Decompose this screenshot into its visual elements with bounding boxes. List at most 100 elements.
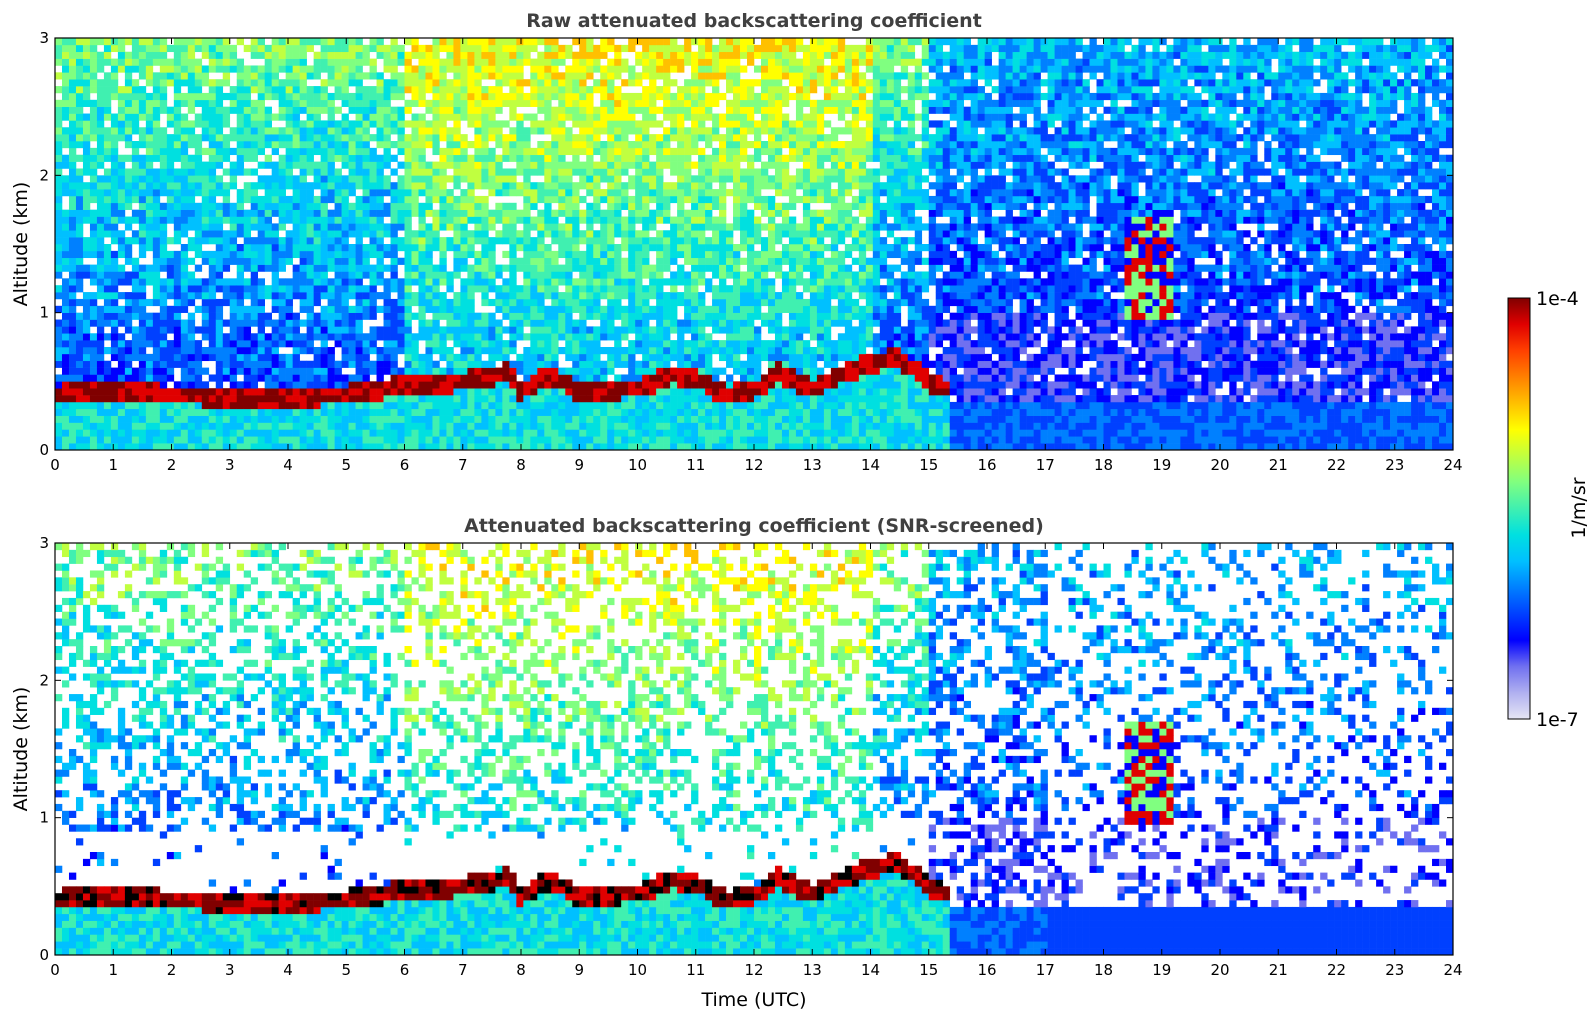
heatmap-cell xyxy=(425,285,433,293)
heatmap-cell xyxy=(390,92,398,101)
heatmap-cell xyxy=(495,44,503,53)
heatmap-cell xyxy=(565,202,573,210)
heatmap-cell xyxy=(124,92,133,101)
heatmap-cell xyxy=(82,127,91,135)
heatmap-cell xyxy=(551,422,559,430)
heatmap-cell xyxy=(670,374,678,382)
heatmap-cell xyxy=(565,182,573,190)
heatmap-cell xyxy=(593,175,601,183)
heatmap-cell xyxy=(404,271,412,279)
heatmap-cell xyxy=(390,244,398,252)
heatmap-cell xyxy=(362,395,370,403)
heatmap-cell xyxy=(474,360,482,368)
heatmap-cell xyxy=(481,415,489,423)
heatmap-cell xyxy=(558,237,566,245)
heatmap-cell xyxy=(194,264,203,272)
heatmap-cell xyxy=(600,72,608,80)
heatmap-cell xyxy=(677,99,685,107)
heatmap-cell xyxy=(558,436,566,444)
heatmap-cell xyxy=(278,381,286,389)
heatmap-cell xyxy=(446,381,454,389)
heatmap-cell xyxy=(586,422,594,430)
heatmap-cell xyxy=(187,415,196,423)
heatmap-cell xyxy=(677,182,685,190)
heatmap-cell xyxy=(600,175,608,183)
heatmap-cell xyxy=(593,51,601,59)
heatmap-cell xyxy=(586,113,594,121)
heatmap-cell xyxy=(278,141,286,149)
heatmap-cell xyxy=(551,333,559,341)
heatmap-cell xyxy=(327,99,335,107)
heatmap-cell xyxy=(194,278,203,286)
heatmap-cell xyxy=(138,189,147,197)
heatmap-cell xyxy=(236,209,245,217)
heatmap-cell xyxy=(285,374,293,382)
heatmap-cell xyxy=(173,134,182,142)
heatmap-cell xyxy=(299,285,307,293)
heatmap-cell xyxy=(376,292,384,300)
heatmap-cell xyxy=(257,223,265,231)
heatmap-cell xyxy=(656,202,664,210)
heatmap-cell xyxy=(558,195,566,204)
heatmap-cell xyxy=(642,374,650,382)
heatmap-cell xyxy=(383,367,391,375)
heatmap-cell xyxy=(236,216,245,224)
heatmap-cell xyxy=(152,333,161,341)
heatmap-cell xyxy=(201,257,210,265)
heatmap-cell xyxy=(551,326,559,334)
heatmap-cell xyxy=(131,374,140,382)
heatmap-cell xyxy=(110,189,119,197)
heatmap-cell xyxy=(502,264,510,272)
heatmap-cell xyxy=(432,189,440,197)
heatmap-cell xyxy=(460,58,468,66)
heatmap-cell xyxy=(327,436,335,444)
heatmap-cell xyxy=(537,388,545,396)
heatmap-cell xyxy=(670,367,678,375)
heatmap-cell xyxy=(516,44,524,53)
heatmap-cell xyxy=(306,381,314,389)
heatmap-cell xyxy=(320,340,328,348)
heatmap-cell xyxy=(327,147,335,156)
heatmap-cell xyxy=(579,106,587,114)
heatmap-cell xyxy=(481,367,489,375)
heatmap-cell xyxy=(285,127,293,135)
heatmap-cell xyxy=(600,161,608,169)
heatmap-cell xyxy=(96,360,105,368)
heatmap-cell xyxy=(124,388,133,396)
heatmap-cell xyxy=(642,237,650,245)
heatmap-cell xyxy=(516,436,524,444)
heatmap-cell xyxy=(397,237,405,245)
heatmap-cell xyxy=(201,285,210,293)
heatmap-cell xyxy=(236,134,245,142)
heatmap-cell xyxy=(55,58,63,66)
heatmap-cell xyxy=(82,381,91,389)
heatmap-cell xyxy=(166,278,175,286)
heatmap-cell xyxy=(418,65,426,73)
heatmap-cell xyxy=(208,340,217,348)
heatmap-cell xyxy=(362,154,370,162)
heatmap-cell xyxy=(159,51,168,59)
heatmap-cell xyxy=(621,134,629,142)
heatmap-cell xyxy=(271,326,279,334)
heatmap-cell xyxy=(586,182,594,190)
heatmap-cell xyxy=(243,92,252,101)
heatmap-cell xyxy=(502,443,510,450)
heatmap-cell xyxy=(509,147,517,156)
heatmap-cell xyxy=(670,298,678,307)
heatmap-cell xyxy=(530,113,538,121)
heatmap-cell xyxy=(145,106,154,114)
heatmap-cell xyxy=(299,79,307,87)
heatmap-cell xyxy=(222,395,231,403)
heatmap-cell xyxy=(229,202,238,210)
heatmap-cell xyxy=(110,312,119,320)
heatmap-cell xyxy=(425,415,433,423)
heatmap-cell xyxy=(467,244,475,252)
heatmap-cell xyxy=(278,182,286,190)
heatmap-cell xyxy=(117,113,126,121)
heatmap-cell xyxy=(565,244,573,252)
heatmap-cell xyxy=(334,436,342,444)
heatmap-cell xyxy=(103,298,112,307)
heatmap-cell xyxy=(61,161,70,169)
heatmap-cell xyxy=(243,360,252,368)
heatmap-cell xyxy=(313,381,321,389)
